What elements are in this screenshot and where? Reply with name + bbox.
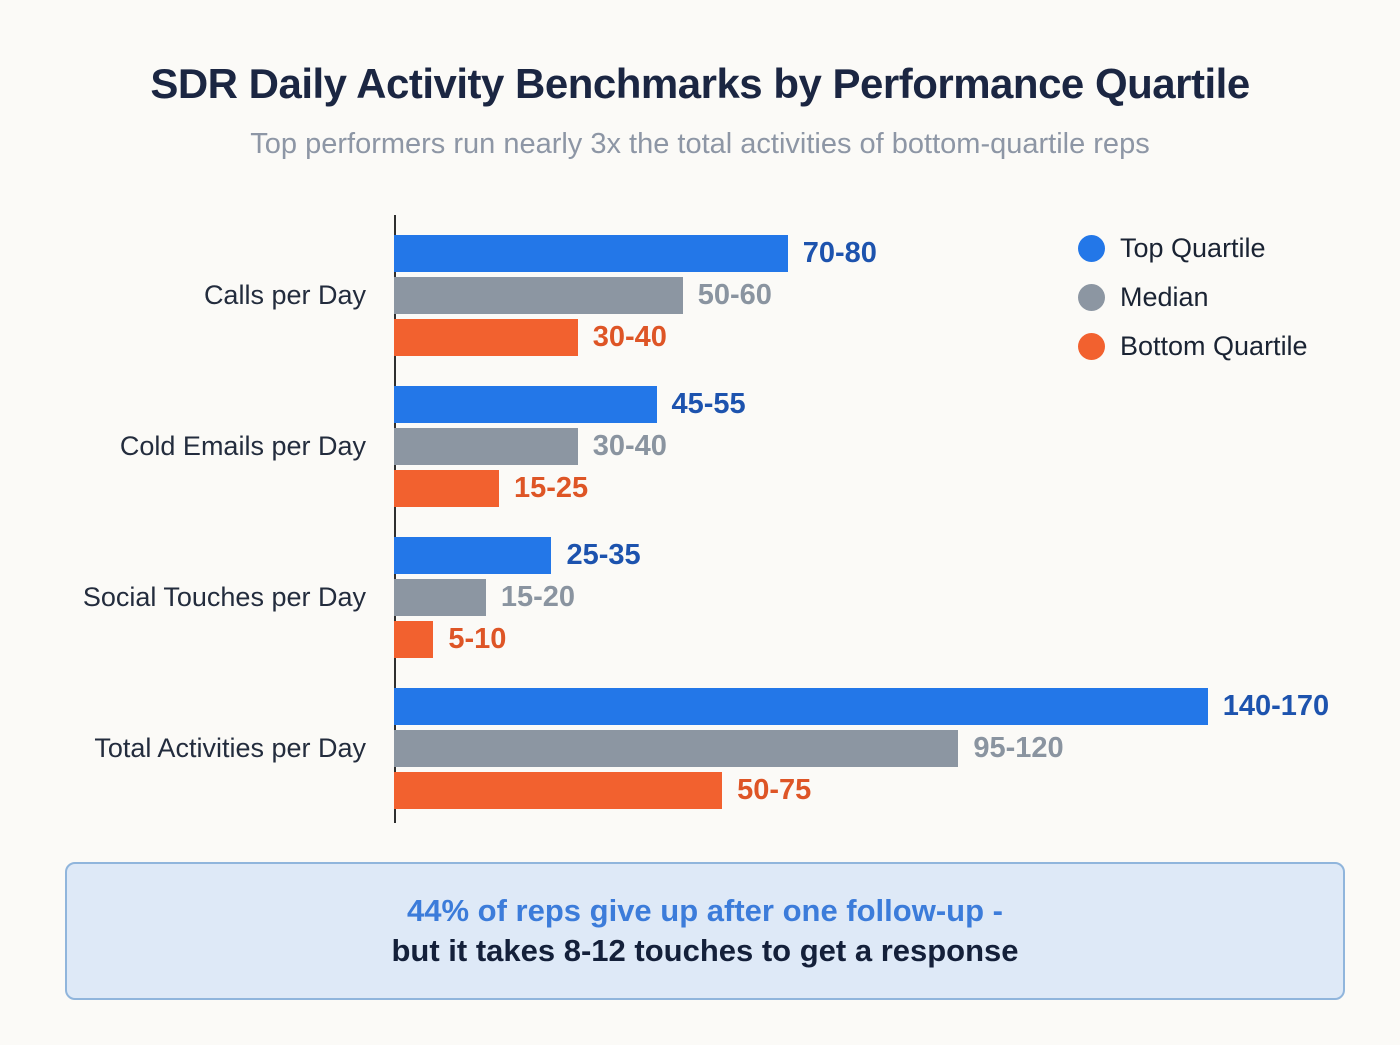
bar-value-label: 50-60 bbox=[697, 279, 772, 311]
bar-value-label: 95-120 bbox=[973, 732, 1064, 764]
bar-value-label: 140-170 bbox=[1222, 690, 1330, 722]
callout-secondary-text: but it takes 8-12 touches to get a respo… bbox=[391, 933, 1019, 968]
legend-swatch-circle-icon bbox=[1078, 333, 1105, 360]
chart-group: Calls per Day 70-80 50-60 30-40 bbox=[0, 235, 1400, 356]
bar bbox=[394, 235, 788, 272]
legend-swatch-circle-icon bbox=[1078, 235, 1105, 262]
legend-item: Median bbox=[1078, 282, 1308, 313]
bar-row: 30-40 bbox=[394, 319, 1339, 356]
callout-box: 44% of reps give up after one follow-up … bbox=[65, 862, 1345, 1000]
legend-label: Bottom Quartile bbox=[1120, 331, 1308, 361]
bar-chart: Calls per Day 70-80 50-60 30-40 Cold Emails … bbox=[0, 215, 1400, 823]
bar-value-label: 30-40 bbox=[592, 321, 667, 353]
chart-group: Social Touches per Day 25-35 15-20 5-10 bbox=[0, 537, 1400, 658]
bar-row: 15-20 bbox=[394, 579, 1339, 616]
legend-swatch-circle-icon bbox=[1078, 284, 1105, 311]
chart-legend: Top Quartile Median Bottom Quartile bbox=[1078, 233, 1308, 362]
bar-row: 95-120 bbox=[394, 730, 1339, 767]
bar bbox=[394, 470, 499, 507]
legend-item: Top Quartile bbox=[1078, 233, 1308, 264]
chart-group: Total Activities per Day 140-170 95-120 50-… bbox=[0, 688, 1400, 809]
bar-value-label: 15-25 bbox=[514, 472, 589, 504]
bar bbox=[394, 772, 723, 809]
legend-label: Median bbox=[1120, 282, 1209, 312]
category-bars: 45-55 30-40 15-25 bbox=[394, 386, 1339, 507]
bar bbox=[394, 319, 578, 356]
legend-label: Top Quartile bbox=[1120, 233, 1266, 263]
bar bbox=[394, 277, 683, 314]
category-label: Cold Emails per Day bbox=[119, 431, 366, 461]
bar-value-label: 70-80 bbox=[802, 237, 877, 269]
category-label: Calls per Day bbox=[203, 280, 366, 310]
bar bbox=[394, 386, 657, 423]
chart-groups: Calls per Day 70-80 50-60 30-40 Cold Emails … bbox=[0, 235, 1400, 809]
bar-row: 30-40 bbox=[394, 428, 1339, 465]
page-subtitle: Top performers run nearly 3x the total a… bbox=[250, 128, 1150, 160]
callout-highlight-text: 44% of reps give up after one follow-up … bbox=[407, 893, 1003, 928]
bar bbox=[394, 579, 486, 616]
bar bbox=[394, 537, 552, 574]
bar-value-label: 15-20 bbox=[500, 581, 576, 613]
y-axis-line bbox=[394, 215, 396, 823]
category-label: Social Touches per Day bbox=[82, 582, 366, 612]
category-label: Total Activities per Day bbox=[94, 733, 366, 763]
bar-value-label: 50-75 bbox=[737, 774, 812, 806]
bar-row: 50-75 bbox=[394, 772, 1339, 809]
legend-item: Bottom Quartile bbox=[1078, 331, 1308, 362]
bar-value-label: 45-55 bbox=[671, 388, 746, 420]
category-bars: 140-170 95-120 50-75 bbox=[394, 688, 1339, 809]
bar-row: 15-25 bbox=[394, 470, 1339, 507]
bar bbox=[394, 621, 434, 658]
page-title: SDR Daily Activity Benchmarks by Perform… bbox=[150, 60, 1250, 107]
bar-value-label: 5-10 bbox=[448, 623, 507, 655]
bar-value-label: 30-40 bbox=[592, 430, 667, 462]
bar bbox=[394, 688, 1208, 725]
bar-row: 70-80 bbox=[394, 235, 1339, 272]
bar bbox=[394, 428, 578, 465]
bar-row: 5-10 bbox=[394, 621, 1339, 658]
bar-value-label: 25-35 bbox=[566, 539, 641, 571]
bar-row: 50-60 bbox=[394, 277, 1339, 314]
chart-group: Cold Emails per Day 45-55 30-40 15-25 bbox=[0, 386, 1400, 507]
bar-row: 45-55 bbox=[394, 386, 1339, 423]
bar-row: 25-35 bbox=[394, 537, 1339, 574]
bar bbox=[394, 730, 959, 767]
category-bars: 25-35 15-20 5-10 bbox=[394, 537, 1339, 658]
bar-row: 140-170 bbox=[394, 688, 1339, 725]
category-bars: 70-80 50-60 30-40 bbox=[394, 235, 1339, 356]
